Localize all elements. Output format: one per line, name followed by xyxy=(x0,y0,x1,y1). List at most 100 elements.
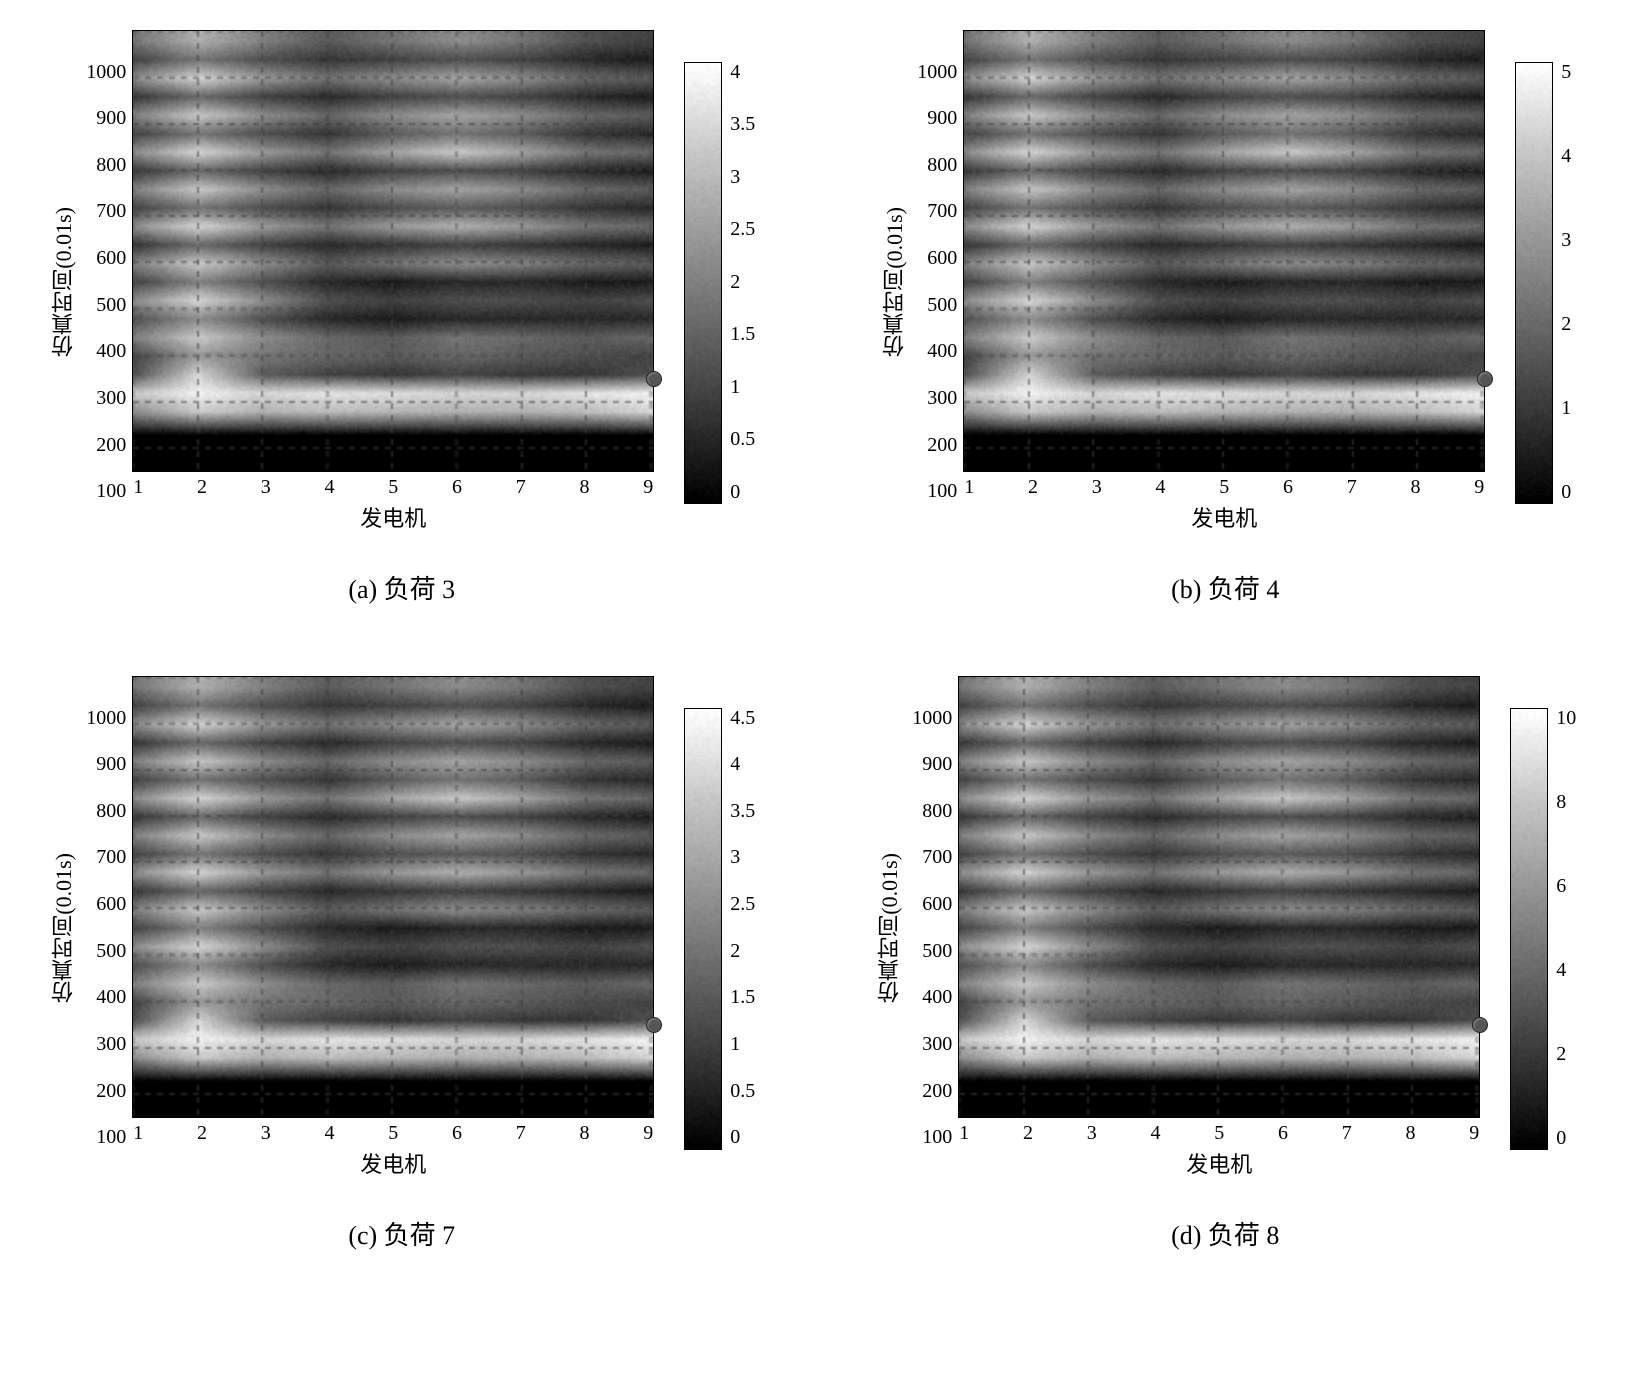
ctick: 2 xyxy=(1561,314,1571,334)
xtick: 7 xyxy=(1342,1122,1352,1145)
caption: (a) 负荷 3 xyxy=(348,569,455,606)
xtick: 6 xyxy=(452,1122,462,1145)
ctick: 1 xyxy=(730,377,755,397)
xtick: 6 xyxy=(1283,476,1293,499)
ylabel: 仿真时间(0.01s) xyxy=(48,853,80,1003)
ytick: 300 xyxy=(917,388,957,408)
ylabel: 仿真时间(0.01s) xyxy=(879,207,911,357)
ytick: 600 xyxy=(912,894,952,914)
heatmap xyxy=(132,676,654,1118)
ctick: 1 xyxy=(1561,398,1571,418)
ylabel: 仿真时间(0.01s) xyxy=(48,207,80,357)
ytick: 800 xyxy=(917,155,957,175)
marker-dot xyxy=(1472,1017,1488,1033)
ytick: 400 xyxy=(912,987,952,1007)
ytick: 900 xyxy=(86,108,126,128)
xtick: 8 xyxy=(1406,1122,1416,1145)
colorbar-ticks: 543210 xyxy=(1561,62,1571,502)
xtick: 2 xyxy=(197,476,207,499)
marker-dot xyxy=(646,1017,662,1033)
ctick: 3 xyxy=(730,167,755,187)
xtick: 9 xyxy=(643,476,653,499)
xtick: 9 xyxy=(643,1122,653,1145)
ctick: 2 xyxy=(730,272,755,292)
heatmap xyxy=(958,676,1480,1118)
ctick: 0 xyxy=(1556,1128,1576,1148)
ytick: 700 xyxy=(912,847,952,867)
xlabel: 发电机 xyxy=(1191,501,1257,533)
xtick: 7 xyxy=(516,1122,526,1145)
ctick: 1.5 xyxy=(730,987,755,1007)
yticks: 1002003004005006007008009001000 xyxy=(917,62,957,502)
caption: (b) 负荷 4 xyxy=(1171,569,1279,606)
ytick: 600 xyxy=(86,248,126,268)
ytick: 400 xyxy=(86,341,126,361)
xtick: 2 xyxy=(1023,1122,1033,1145)
yticks: 1002003004005006007008009001000 xyxy=(86,708,126,1148)
ytick: 1000 xyxy=(86,708,126,728)
xtick: 8 xyxy=(1411,476,1421,499)
ctick: 2 xyxy=(1556,1044,1576,1064)
ytick: 400 xyxy=(917,341,957,361)
ctick: 0 xyxy=(730,1127,755,1147)
xtick: 9 xyxy=(1469,1122,1479,1145)
ytick: 100 xyxy=(86,481,126,501)
xtick: 6 xyxy=(1278,1122,1288,1145)
marker-dot xyxy=(1477,371,1493,387)
ytick: 900 xyxy=(86,754,126,774)
colorbar xyxy=(1515,62,1553,504)
heatmap xyxy=(963,30,1485,472)
ctick: 1.5 xyxy=(730,324,755,344)
ytick: 300 xyxy=(86,1034,126,1054)
xticks: 123456789 xyxy=(133,1122,653,1145)
xtick: 4 xyxy=(325,476,335,499)
colorbar xyxy=(684,708,722,1150)
ytick: 100 xyxy=(86,1127,126,1147)
xtick: 7 xyxy=(516,476,526,499)
xticks: 123456789 xyxy=(959,1122,1479,1145)
xticks: 123456789 xyxy=(133,476,653,499)
panel-a: 仿真时间(0.01s)10020030040050060070080090010… xyxy=(30,30,774,606)
heatmap xyxy=(132,30,654,472)
xtick: 5 xyxy=(1214,1122,1224,1145)
ctick: 2.5 xyxy=(730,894,755,914)
xtick: 4 xyxy=(1151,1122,1161,1145)
xtick: 3 xyxy=(261,476,271,499)
ytick: 1000 xyxy=(917,62,957,82)
ctick: 4 xyxy=(730,754,755,774)
ctick: 5 xyxy=(1561,62,1571,82)
ctick: 10 xyxy=(1556,708,1576,728)
xtick: 5 xyxy=(1219,476,1229,499)
xtick: 1 xyxy=(133,1122,143,1145)
caption: (c) 负荷 7 xyxy=(348,1215,455,1252)
ctick: 2 xyxy=(730,941,755,961)
xtick: 2 xyxy=(1028,476,1038,499)
xtick: 1 xyxy=(959,1122,969,1145)
ytick: 800 xyxy=(86,155,126,175)
xtick: 4 xyxy=(1156,476,1166,499)
colorbar-ticks: 4.543.532.521.510.50 xyxy=(730,708,755,1148)
xtick: 8 xyxy=(580,476,590,499)
ytick: 600 xyxy=(917,248,957,268)
panel-b: 仿真时间(0.01s)10020030040050060070080090010… xyxy=(854,30,1598,606)
xticks: 123456789 xyxy=(964,476,1484,499)
ctick: 3.5 xyxy=(730,114,755,134)
xlabel: 发电机 xyxy=(360,1147,426,1179)
xtick: 4 xyxy=(325,1122,335,1145)
xtick: 5 xyxy=(388,1122,398,1145)
xtick: 2 xyxy=(197,1122,207,1145)
ytick: 800 xyxy=(86,801,126,821)
ytick: 700 xyxy=(86,201,126,221)
ctick: 0.5 xyxy=(730,1081,755,1101)
ytick: 300 xyxy=(912,1034,952,1054)
ctick: 8 xyxy=(1556,792,1576,812)
ytick: 700 xyxy=(86,847,126,867)
xtick: 5 xyxy=(388,476,398,499)
ytick: 800 xyxy=(912,801,952,821)
ctick: 0 xyxy=(1561,482,1571,502)
ytick: 100 xyxy=(912,1127,952,1147)
xtick: 8 xyxy=(580,1122,590,1145)
ctick: 4.5 xyxy=(730,708,755,728)
ytick: 500 xyxy=(86,295,126,315)
xtick: 1 xyxy=(964,476,974,499)
